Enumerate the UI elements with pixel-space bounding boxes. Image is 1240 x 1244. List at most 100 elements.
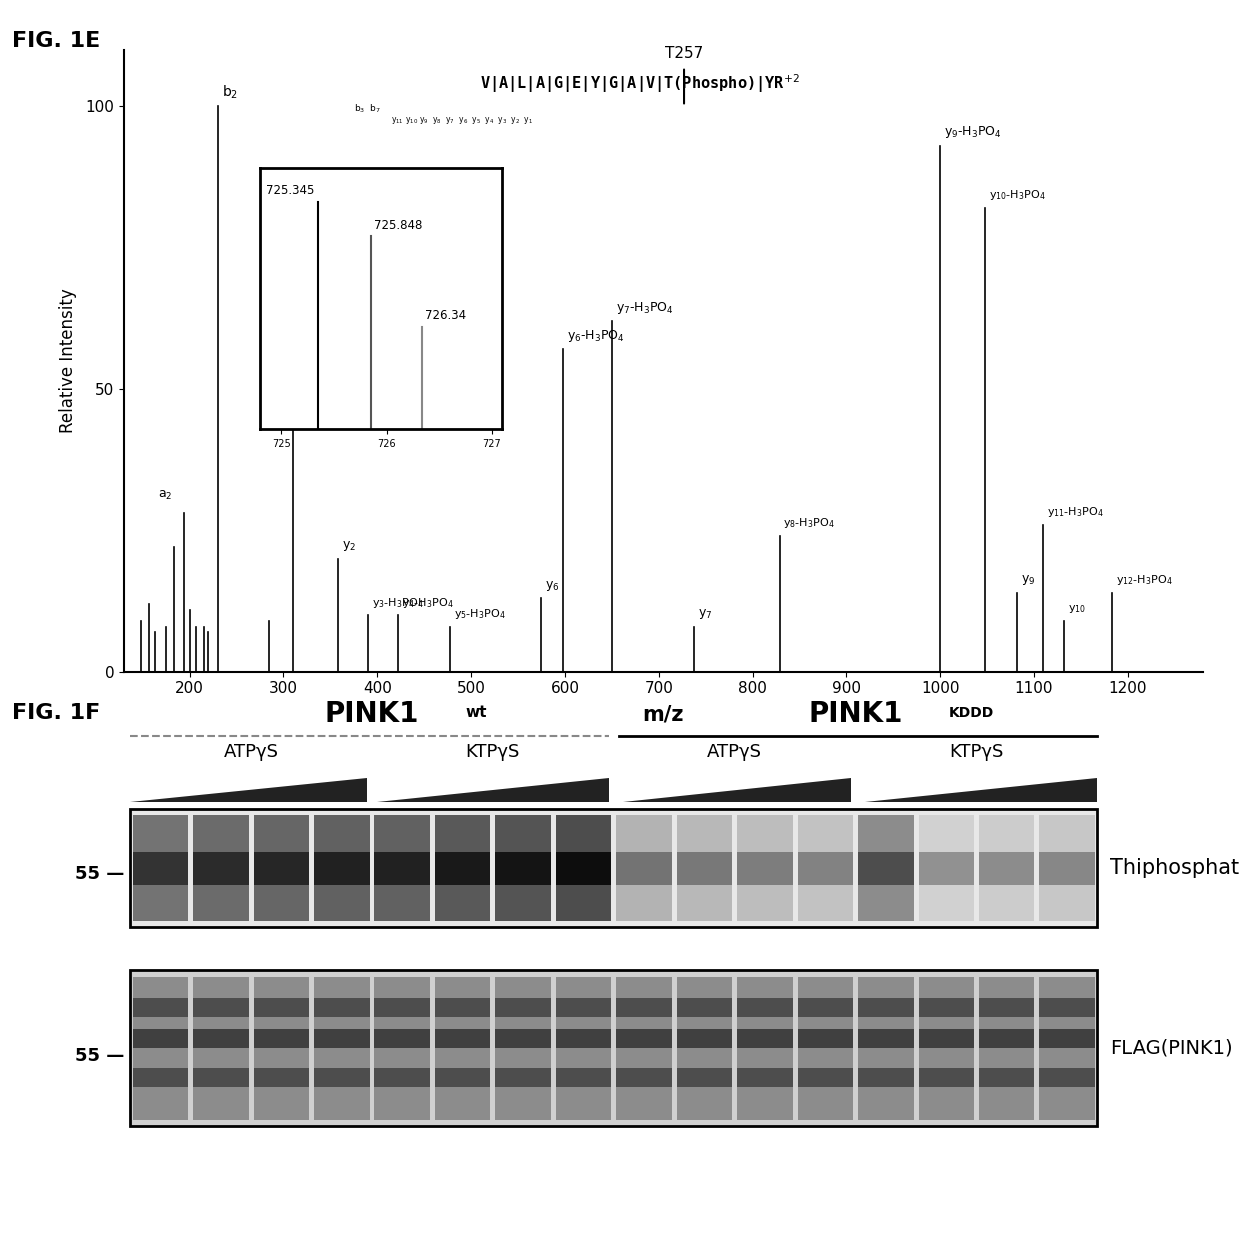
FancyBboxPatch shape [374,1069,430,1087]
FancyBboxPatch shape [193,1069,248,1087]
FancyBboxPatch shape [797,852,853,886]
FancyBboxPatch shape [435,998,491,1018]
FancyBboxPatch shape [374,998,430,1018]
FancyBboxPatch shape [495,977,551,1120]
FancyBboxPatch shape [556,1069,611,1087]
Text: y$_{12}$-H$_3$PO$_4$: y$_{12}$-H$_3$PO$_4$ [1116,573,1172,587]
FancyBboxPatch shape [130,809,1097,927]
Text: y$_6$-H$_3$PO$_4$: y$_6$-H$_3$PO$_4$ [567,328,625,343]
Text: y$_7$: y$_7$ [698,607,713,621]
FancyBboxPatch shape [677,1030,732,1047]
FancyBboxPatch shape [1039,852,1095,886]
FancyBboxPatch shape [495,1030,551,1047]
Text: y$_{10}$: y$_{10}$ [1068,603,1086,616]
Text: y$_2$: y$_2$ [342,539,356,554]
FancyBboxPatch shape [737,977,792,1120]
FancyBboxPatch shape [616,815,672,921]
Polygon shape [624,778,851,802]
FancyBboxPatch shape [737,1069,792,1087]
FancyBboxPatch shape [556,852,611,886]
FancyBboxPatch shape [797,977,853,1120]
Text: 726.34: 726.34 [425,310,466,322]
Text: b$_3$: b$_3$ [296,402,311,417]
FancyBboxPatch shape [677,852,732,886]
FancyBboxPatch shape [193,998,248,1018]
FancyBboxPatch shape [133,977,188,1120]
FancyBboxPatch shape [677,1069,732,1087]
Text: KTPγS: KTPγS [950,744,1003,761]
FancyBboxPatch shape [314,998,370,1018]
FancyBboxPatch shape [980,998,1034,1018]
Text: y$_{10}$-H$_3$PO$_4$: y$_{10}$-H$_3$PO$_4$ [990,188,1045,203]
FancyBboxPatch shape [254,852,309,886]
FancyBboxPatch shape [314,852,370,886]
FancyBboxPatch shape [858,1030,914,1047]
Text: V|A|L|A|G|E|Y|G|A|V|T(Phospho)|YR$^{+2}$: V|A|L|A|G|E|Y|G|A|V|T(Phospho)|YR$^{+2}$ [480,72,800,95]
X-axis label: m/z: m/z [642,705,684,725]
FancyBboxPatch shape [980,1030,1034,1047]
Text: wt: wt [465,705,486,720]
FancyBboxPatch shape [495,815,551,921]
FancyBboxPatch shape [858,852,914,886]
FancyBboxPatch shape [133,1069,188,1087]
FancyBboxPatch shape [133,1030,188,1047]
FancyBboxPatch shape [1039,998,1095,1018]
FancyBboxPatch shape [919,977,975,1120]
FancyBboxPatch shape [495,852,551,886]
FancyBboxPatch shape [556,815,611,921]
FancyBboxPatch shape [797,1030,853,1047]
FancyBboxPatch shape [435,815,491,921]
FancyBboxPatch shape [133,852,188,886]
FancyBboxPatch shape [556,998,611,1018]
FancyBboxPatch shape [435,1069,491,1087]
FancyBboxPatch shape [374,977,430,1120]
FancyBboxPatch shape [495,1069,551,1087]
FancyBboxPatch shape [919,815,975,921]
FancyBboxPatch shape [130,970,1097,1126]
FancyBboxPatch shape [254,815,309,921]
Polygon shape [130,778,367,802]
Text: Thiphosphate: Thiphosphate [1110,857,1240,878]
FancyBboxPatch shape [980,977,1034,1120]
Text: PINK1: PINK1 [325,699,419,728]
FancyBboxPatch shape [193,1030,248,1047]
Text: ATPγS: ATPγS [707,744,763,761]
FancyBboxPatch shape [616,1069,672,1087]
FancyBboxPatch shape [374,1030,430,1047]
FancyBboxPatch shape [616,1030,672,1047]
Text: y$_4$-H$_3$PO$_4$: y$_4$-H$_3$PO$_4$ [402,596,454,610]
FancyBboxPatch shape [919,1069,975,1087]
Y-axis label: Relative Intensity: Relative Intensity [60,289,77,433]
Text: y$_{11}$ y$_{10}$ y$_9$  y$_8$  y$_7$  y$_6$  y$_5$  y$_4$  y$_3$  y$_2$  y$_1$: y$_{11}$ y$_{10}$ y$_9$ y$_8$ y$_7$ y$_6… [392,116,533,126]
FancyBboxPatch shape [1039,815,1095,921]
Text: ATPγS: ATPγS [223,744,279,761]
FancyBboxPatch shape [980,815,1034,921]
FancyBboxPatch shape [980,1069,1034,1087]
Text: y$_{11}$-H$_3$PO$_4$: y$_{11}$-H$_3$PO$_4$ [1047,505,1104,519]
FancyBboxPatch shape [737,1030,792,1047]
FancyBboxPatch shape [314,977,370,1120]
FancyBboxPatch shape [1039,1069,1095,1087]
Text: y$_9$: y$_9$ [1021,573,1035,587]
FancyBboxPatch shape [435,977,491,1120]
FancyBboxPatch shape [495,998,551,1018]
FancyBboxPatch shape [797,1069,853,1087]
Text: KDDD: KDDD [949,707,993,720]
Text: 55 —: 55 — [74,865,124,882]
FancyBboxPatch shape [677,977,732,1120]
FancyBboxPatch shape [858,815,914,921]
FancyBboxPatch shape [435,852,491,886]
FancyBboxPatch shape [133,998,188,1018]
FancyBboxPatch shape [556,977,611,1120]
FancyBboxPatch shape [616,852,672,886]
FancyBboxPatch shape [858,998,914,1018]
FancyBboxPatch shape [677,815,732,921]
Text: 725.848: 725.848 [373,219,422,231]
FancyBboxPatch shape [374,815,430,921]
FancyBboxPatch shape [616,977,672,1120]
Text: FLAG(PINK1): FLAG(PINK1) [1110,1039,1233,1057]
FancyBboxPatch shape [193,852,248,886]
FancyBboxPatch shape [1039,1030,1095,1047]
Text: y$_8$-H$_3$PO$_4$: y$_8$-H$_3$PO$_4$ [784,516,836,530]
Text: y$_6$: y$_6$ [546,578,559,592]
